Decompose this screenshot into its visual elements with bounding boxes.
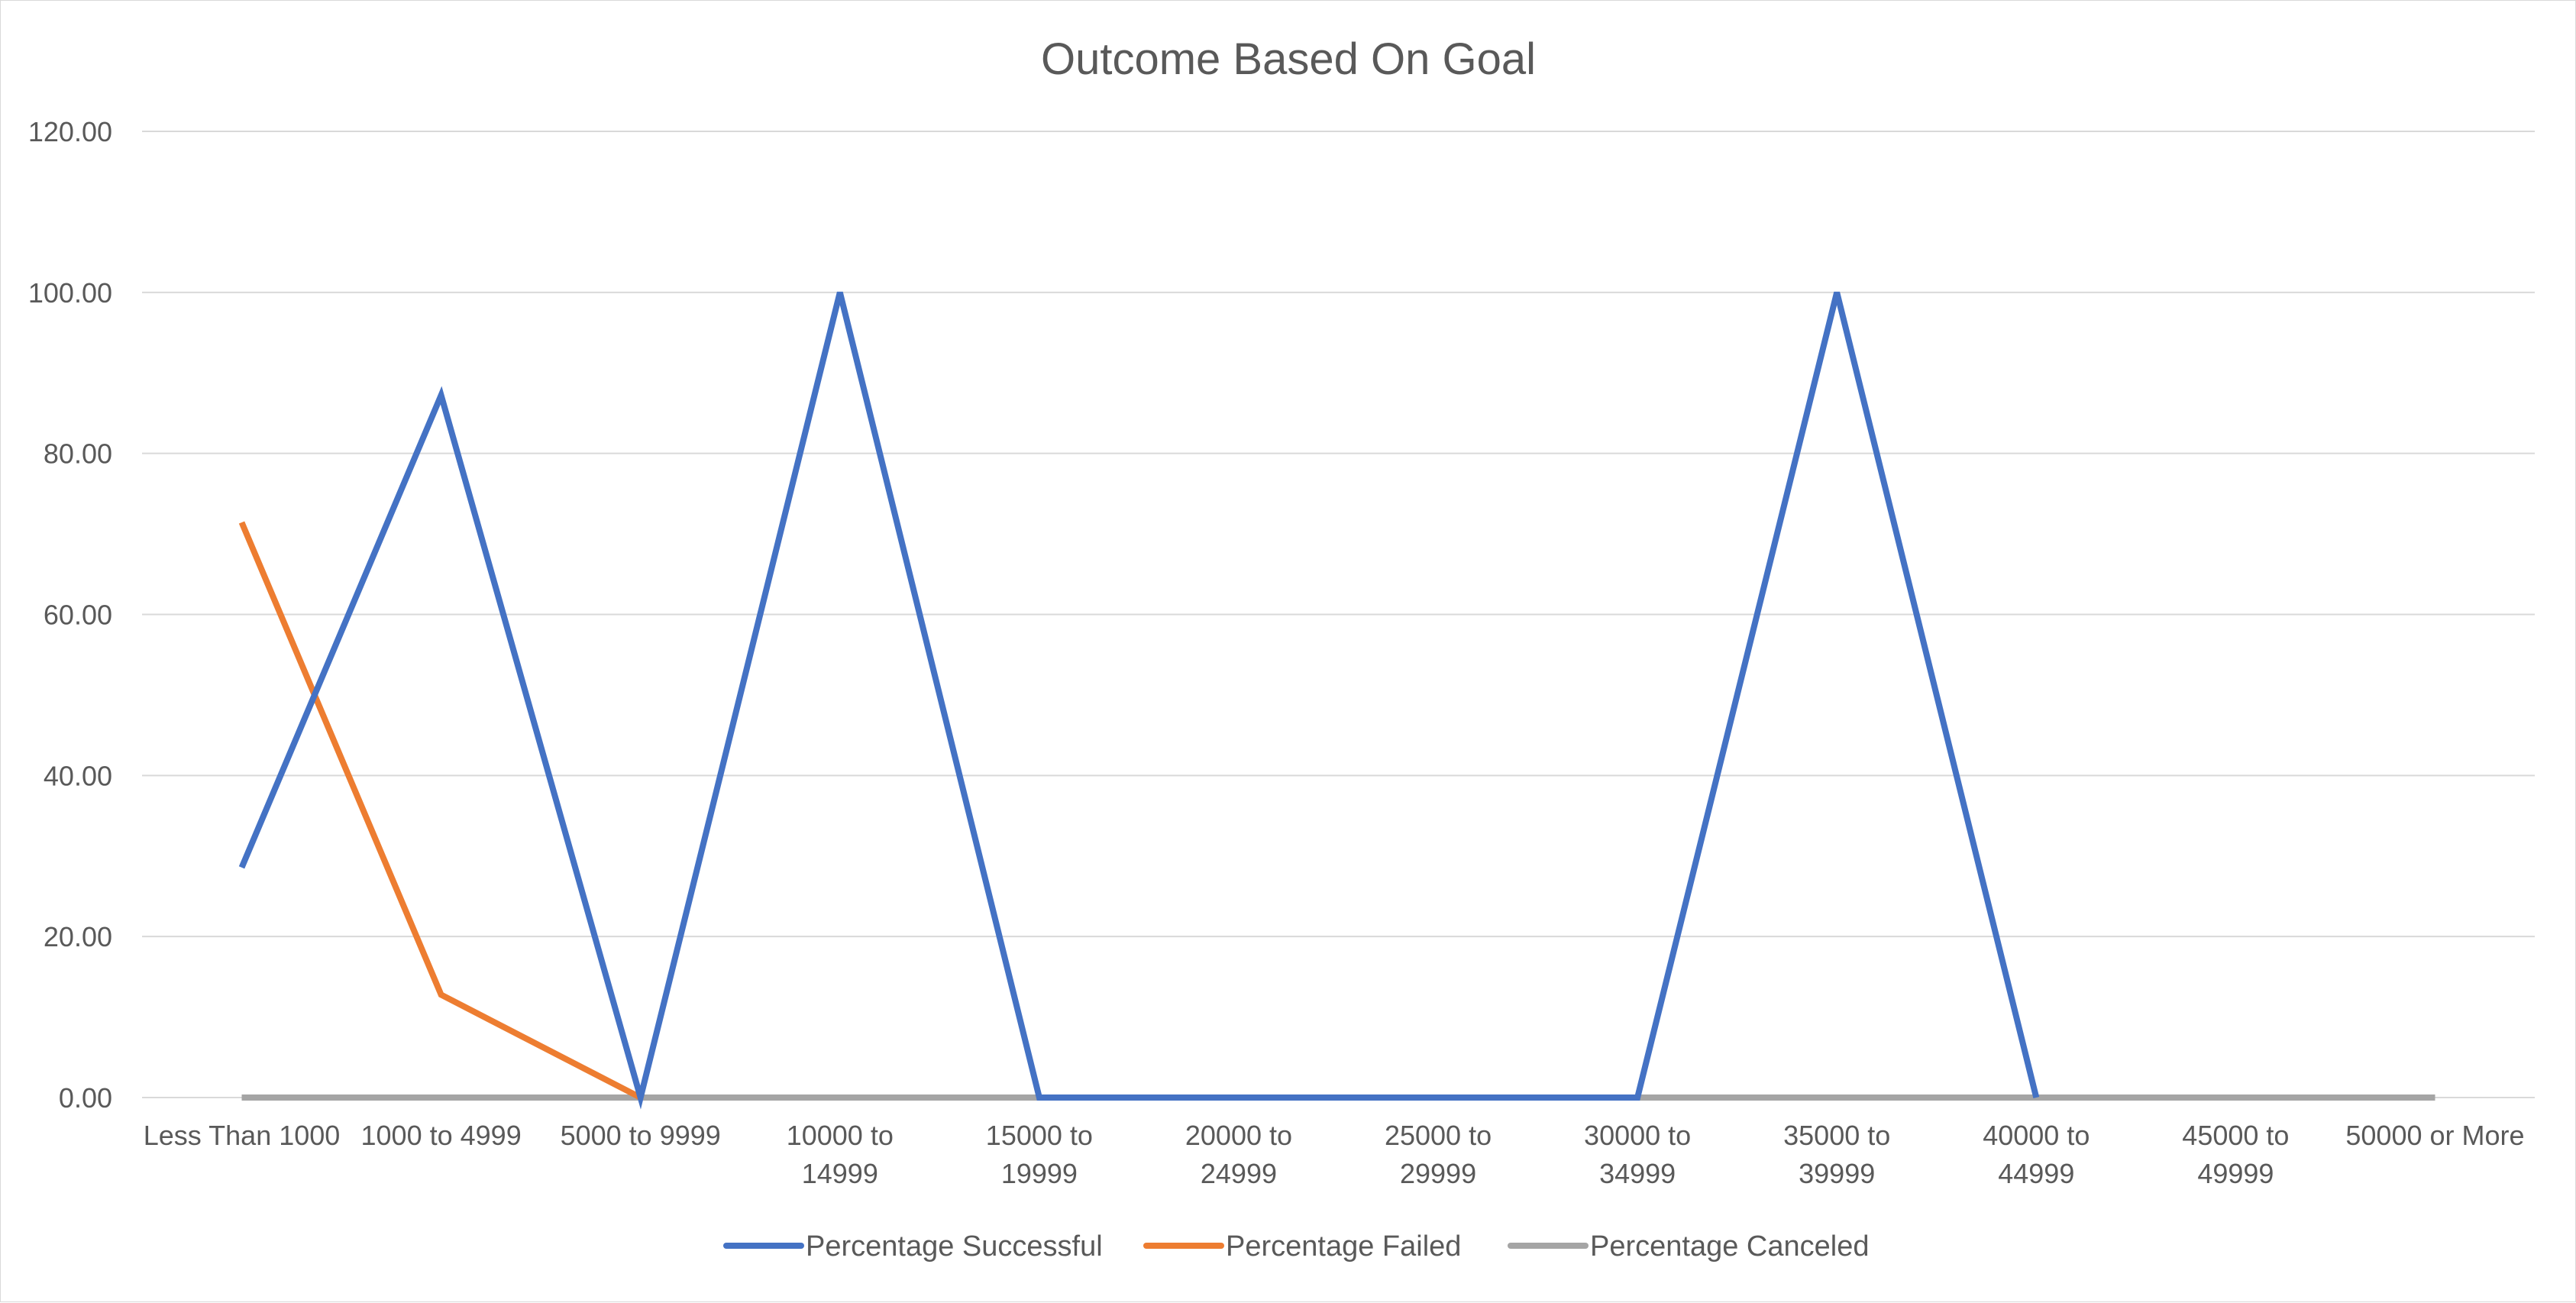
x-tick-label: 25000 to 29999 xyxy=(1385,1120,1492,1189)
x-tick-label: 50000 or More xyxy=(2345,1120,2524,1151)
y-tick-label: 120.00 xyxy=(28,116,112,147)
series-line-percentage-successful xyxy=(238,291,2040,1110)
x-tick-label: 5000 to 9999 xyxy=(561,1120,721,1151)
x-tick-label: 30000 to 34999 xyxy=(1584,1120,1691,1189)
x-tick-label: 10000 to 14999 xyxy=(787,1120,894,1189)
gridlines xyxy=(142,131,2535,1098)
y-tick-label: 0.00 xyxy=(59,1082,112,1114)
y-axis-tick-labels: 0.00 20.00 40.00 60.00 80.00 100.00 120.00 xyxy=(28,116,112,1114)
y-tick-label: 40.00 xyxy=(44,760,112,791)
legend: Percentage Successful Percentage Failed Pe… xyxy=(723,1230,1869,1263)
series-lines xyxy=(238,291,2435,1110)
y-tick-label: 100.00 xyxy=(28,277,112,309)
chart-title: Outcome Based On Goal xyxy=(1041,34,1536,84)
x-tick-label: 20000 to 24999 xyxy=(1185,1120,1292,1189)
x-axis-tick-labels: Less Than 1000 1000 to 4999 5000 to 9999 10… xyxy=(144,1120,2525,1189)
x-tick-label: Less Than 1000 xyxy=(144,1120,341,1151)
x-tick-label: 35000 to 39999 xyxy=(1783,1120,1890,1189)
x-tick-label: 1000 to 4999 xyxy=(361,1120,522,1151)
y-tick-label: 20.00 xyxy=(44,921,112,952)
legend-label: Percentage Successful xyxy=(806,1230,1103,1263)
x-tick-label: 45000 to 49999 xyxy=(2182,1120,2289,1189)
legend-label: Percentage Canceled xyxy=(1590,1230,1869,1263)
series-line-percentage-failed xyxy=(238,521,642,1101)
y-tick-label: 80.00 xyxy=(44,438,112,470)
y-tick-label: 60.00 xyxy=(44,600,112,631)
x-tick-label: 40000 to 44999 xyxy=(1983,1120,2090,1189)
legend-label: Percentage Failed xyxy=(1226,1230,1461,1263)
x-tick-label: 15000 to 19999 xyxy=(986,1120,1093,1189)
